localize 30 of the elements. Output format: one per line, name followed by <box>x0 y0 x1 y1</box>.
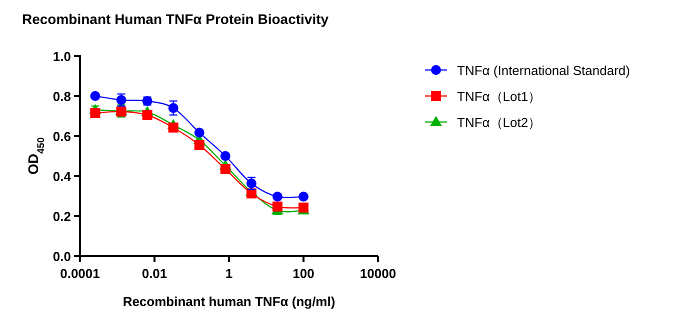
x-tick-label: 0.0001 <box>60 266 100 281</box>
x-tick-label: 1 <box>225 266 233 281</box>
point <box>298 192 308 202</box>
point <box>142 110 152 120</box>
legend-label: TNFα（Lot1） <box>457 89 542 104</box>
point <box>272 202 282 212</box>
y-tick-label: 1.0 <box>52 49 71 64</box>
point <box>90 108 100 118</box>
point <box>194 140 204 150</box>
x-tick-label: 0.01 <box>142 266 168 281</box>
point <box>90 91 100 101</box>
y-tick-label: 0.0 <box>52 249 71 264</box>
point <box>220 164 230 174</box>
point <box>168 103 178 113</box>
point <box>272 192 282 202</box>
chart-title: Recombinant Human TNFα Protein Bioactivity <box>22 11 329 27</box>
legend-label: TNFα（Lot2） <box>457 115 542 130</box>
y-tick-label: 0.4 <box>52 169 72 184</box>
point <box>220 151 230 161</box>
y-tick-label: 0.8 <box>52 89 71 104</box>
y-tick-label: 0.6 <box>52 129 71 144</box>
point <box>116 95 126 105</box>
x-axis-title: Recombinant human TNFα (ng/ml) <box>122 294 336 309</box>
point <box>194 128 204 138</box>
point <box>168 122 178 133</box>
legend-label: TNFα (International Standard) <box>457 63 630 78</box>
x-tick-label: 10000 <box>360 266 396 281</box>
point <box>246 188 256 198</box>
x-tick-label: 100 <box>292 266 314 281</box>
y-tick-label: 0.2 <box>52 209 71 224</box>
